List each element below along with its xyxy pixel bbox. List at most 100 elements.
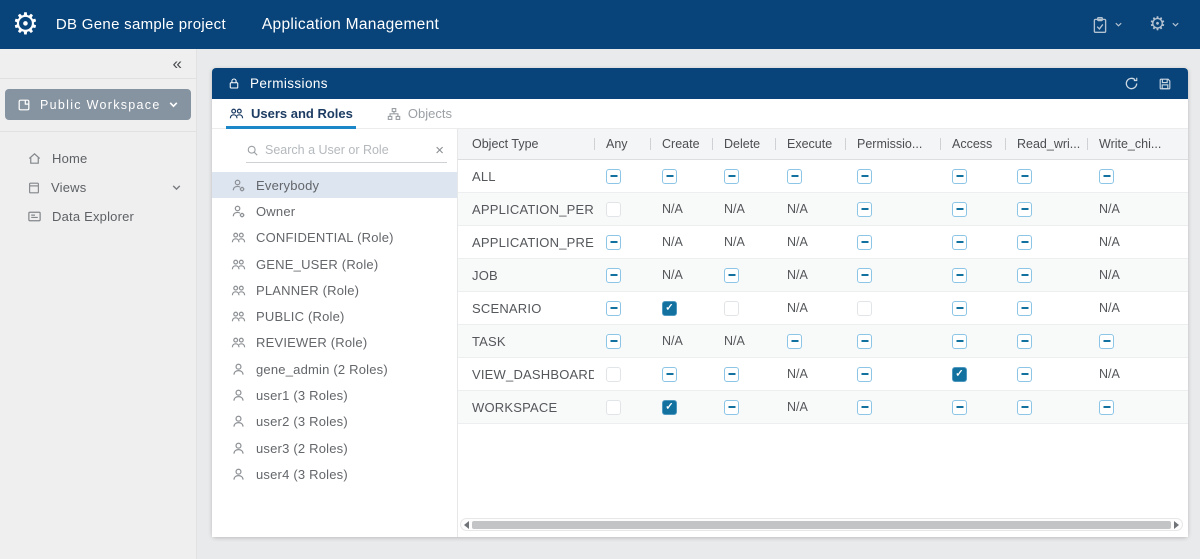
permission-checkbox[interactable]	[606, 399, 621, 415]
tab-users-and-roles[interactable]: Users and Roles	[226, 99, 356, 129]
permission-cell: N/A	[650, 193, 712, 225]
tab-objects[interactable]: Objects	[384, 99, 455, 128]
workspace-icon	[17, 98, 31, 112]
principal-item[interactable]: CONFIDENTIAL (Role)	[212, 225, 457, 251]
permission-checkbox[interactable]	[662, 168, 677, 184]
permission-checkbox[interactable]	[857, 399, 872, 415]
column-header-access[interactable]: Access	[940, 129, 1005, 159]
object-type-label: APPLICATION_PREF	[472, 234, 594, 250]
permission-checkbox[interactable]	[787, 168, 802, 184]
column-header-write-chi[interactable]: Write_chi...	[1087, 129, 1187, 159]
column-header-delete[interactable]: Delete	[712, 129, 775, 159]
users-group-icon	[231, 335, 246, 350]
clear-search-icon[interactable]: ×	[435, 141, 444, 159]
permission-checkbox[interactable]	[1099, 168, 1114, 184]
permission-checkbox[interactable]	[952, 267, 967, 283]
permission-checkbox[interactable]	[1017, 399, 1032, 415]
principal-item[interactable]: Owner	[212, 198, 457, 224]
column-header-permissio[interactable]: Permissio...	[845, 129, 940, 159]
refresh-button[interactable]	[1124, 76, 1139, 91]
object-type-cell: JOB	[458, 259, 594, 291]
na-label: N/A	[662, 334, 683, 348]
sidebar-item-home[interactable]: Home	[0, 144, 196, 173]
settings-menu-button[interactable]: ⚙	[1149, 15, 1180, 34]
permission-checkbox[interactable]	[952, 333, 967, 349]
permission-checkbox[interactable]	[724, 168, 739, 184]
permission-checkbox[interactable]	[606, 333, 621, 349]
column-header-object-type[interactable]: Object Type	[472, 137, 539, 151]
permission-checkbox[interactable]	[606, 267, 621, 283]
permission-checkbox[interactable]	[1017, 201, 1032, 217]
column-header-read-wri[interactable]: Read_wri...	[1005, 129, 1087, 159]
permission-checkbox[interactable]	[1017, 366, 1032, 382]
principal-item[interactable]: user3 (2 Roles)	[212, 435, 457, 461]
permission-checkbox[interactable]	[662, 366, 677, 382]
permission-cell	[940, 160, 1005, 192]
permission-checkbox[interactable]	[857, 201, 872, 217]
permission-checkbox[interactable]	[952, 234, 967, 250]
workspace-selector-button[interactable]: Public Workspace	[5, 89, 191, 120]
permission-checkbox[interactable]	[1017, 267, 1032, 283]
permission-checkbox[interactable]	[952, 300, 967, 316]
scroll-right-arrow[interactable]	[1174, 520, 1179, 529]
principal-item[interactable]: gene_admin (2 Roles)	[212, 356, 457, 382]
permission-checkbox[interactable]	[1017, 333, 1032, 349]
permission-checkbox[interactable]	[724, 399, 739, 415]
na-label: N/A	[662, 235, 683, 249]
permission-cell: N/A	[775, 292, 845, 324]
sidebar: « Public Workspace Home	[0, 49, 197, 559]
page-title-application-management[interactable]: Application Management	[261, 15, 440, 33]
permission-checkbox[interactable]	[724, 300, 739, 316]
permission-checkbox[interactable]	[952, 168, 967, 184]
permission-checkbox[interactable]	[952, 366, 967, 382]
permission-checkbox[interactable]	[1099, 333, 1114, 349]
principal-item[interactable]: user1 (3 Roles)	[212, 382, 457, 408]
permission-checkbox[interactable]	[952, 399, 967, 415]
search-input[interactable]	[265, 143, 427, 157]
sidebar-item-data-explorer[interactable]: Data Explorer	[0, 202, 196, 231]
principal-item[interactable]: user2 (3 Roles)	[212, 409, 457, 435]
permission-checkbox[interactable]	[857, 168, 872, 184]
permission-checkbox[interactable]	[662, 300, 677, 316]
permission-checkbox[interactable]	[606, 234, 621, 250]
permission-checkbox[interactable]	[952, 201, 967, 217]
principal-item[interactable]: GENE_USER (Role)	[212, 251, 457, 277]
principal-item[interactable]: Everybody	[212, 172, 457, 199]
permission-checkbox[interactable]	[857, 333, 872, 349]
permission-checkbox[interactable]	[1017, 234, 1032, 250]
sidebar-item-views[interactable]: Views	[0, 173, 196, 202]
column-header-execute[interactable]: Execute	[775, 129, 845, 159]
scrollbar-thumb[interactable]	[472, 520, 1171, 529]
permission-checkbox[interactable]	[857, 267, 872, 283]
permission-checkbox[interactable]	[1017, 300, 1032, 316]
permission-checkbox[interactable]	[606, 168, 621, 184]
principal-item[interactable]: REVIEWER (Role)	[212, 330, 457, 356]
permission-checkbox[interactable]	[1099, 399, 1114, 415]
permission-checkbox[interactable]	[724, 366, 739, 382]
permission-checkbox[interactable]	[857, 234, 872, 250]
collapse-sidebar-icon[interactable]: «	[172, 54, 182, 73]
permission-checkbox[interactable]	[787, 333, 802, 349]
principal-item[interactable]: PLANNER (Role)	[212, 277, 457, 303]
permission-checkbox[interactable]	[606, 201, 621, 217]
permission-checkbox[interactable]	[606, 366, 621, 382]
tasks-menu-button[interactable]	[1091, 16, 1123, 34]
permission-cell	[1005, 160, 1087, 192]
permission-checkbox[interactable]	[857, 300, 872, 316]
object-type-cell: APPLICATION_PREF	[458, 226, 594, 258]
principals-list: Everybody Owner CONFIDENTIAL (Role) GENE_US…	[212, 172, 457, 488]
permission-checkbox[interactable]	[606, 300, 621, 316]
column-header-any[interactable]: Any	[594, 129, 650, 159]
principal-item[interactable]: user4 (3 Roles)	[212, 461, 457, 487]
permission-checkbox[interactable]	[724, 267, 739, 283]
permission-checkbox[interactable]	[1017, 168, 1032, 184]
permission-cell	[1087, 391, 1187, 423]
permission-checkbox[interactable]	[857, 366, 872, 382]
column-header-create[interactable]: Create	[650, 129, 712, 159]
principal-item[interactable]: PUBLIC (Role)	[212, 303, 457, 329]
permission-checkbox[interactable]	[662, 399, 677, 415]
save-button[interactable]	[1158, 77, 1172, 91]
scroll-left-arrow[interactable]	[464, 520, 469, 529]
app-logo-gear-icon[interactable]: ⚙	[12, 7, 39, 41]
permission-cell: N/A	[1087, 358, 1187, 390]
